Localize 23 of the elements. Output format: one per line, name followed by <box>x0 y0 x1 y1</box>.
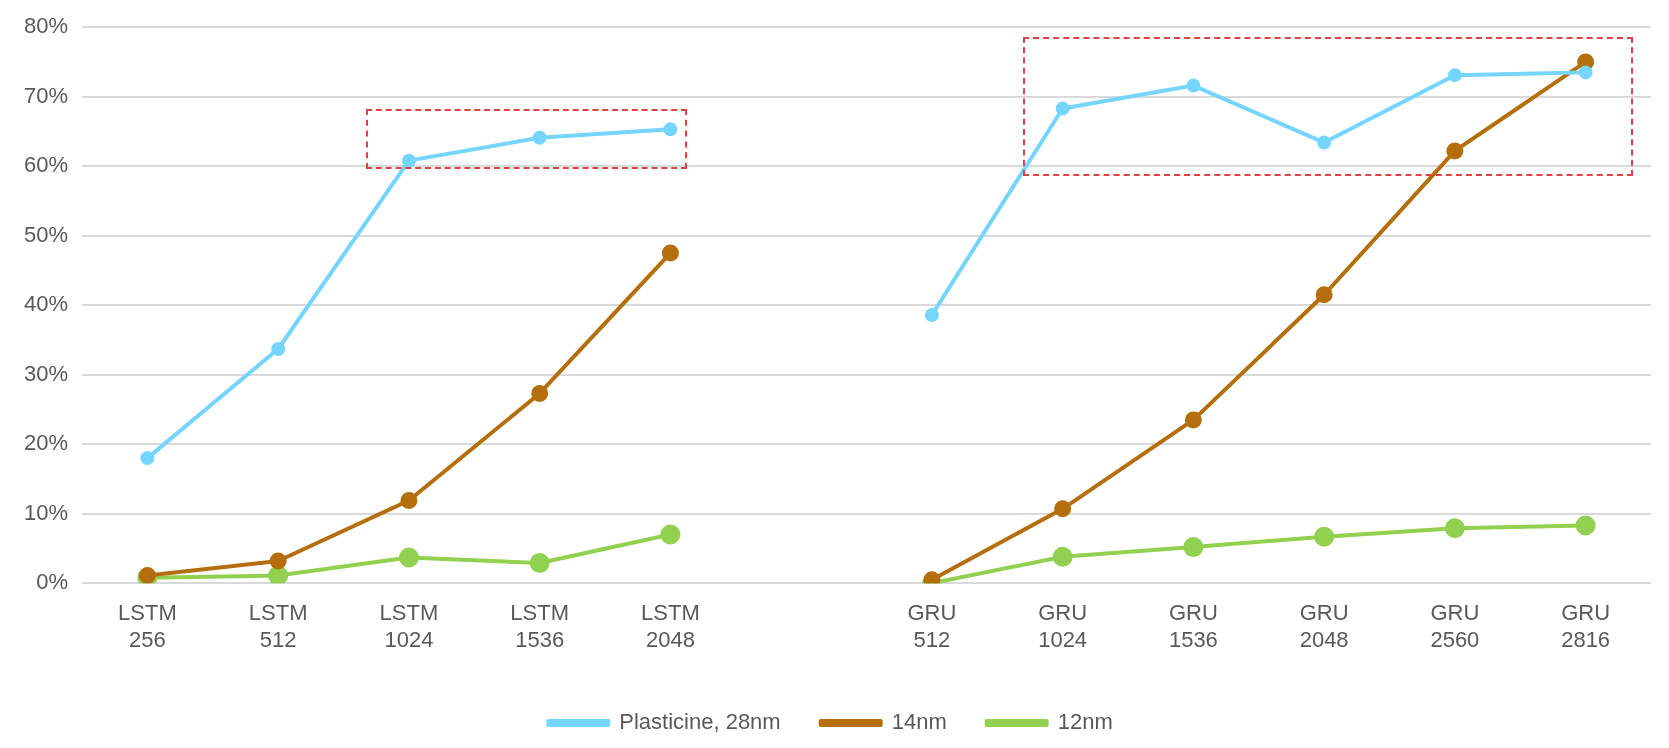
x-tick-label: LSTM 1024 <box>379 600 439 652</box>
y-tick-label: 70% <box>23 82 69 108</box>
x-tick-label: LSTM 256 <box>118 600 177 652</box>
y-tick-label: 0% <box>36 569 69 595</box>
legend-label: Plasticine, 28nm <box>619 709 781 735</box>
y-tick-label: 20% <box>23 430 69 456</box>
y-tick-label: 10% <box>23 499 69 525</box>
x-tick-label: GRU 512 <box>907 600 957 652</box>
x-tick-label: LSTM 1536 <box>510 600 569 652</box>
y-tick-label: 30% <box>23 360 69 386</box>
x-tick-label: LSTM 512 <box>248 600 308 652</box>
x-tick-label: GRU 2816 <box>1561 600 1611 652</box>
legend-label: 12nm <box>1057 709 1113 735</box>
y-tick-label: 40% <box>23 291 69 317</box>
y-tick-label: 50% <box>23 221 69 247</box>
y-tick-label: 60% <box>23 152 69 178</box>
x-tick-label: LSTM 2048 <box>641 600 700 652</box>
legend-label: 14nm <box>891 709 947 735</box>
x-tick-label: GRU 2048 <box>1299 600 1349 652</box>
x-tick-label: GRU 1536 <box>1168 600 1218 652</box>
y-tick-label: 80% <box>23 13 69 39</box>
x-tick-label: GRU 1024 <box>1038 600 1088 652</box>
x-tick-label: GRU 2560 <box>1430 600 1480 652</box>
